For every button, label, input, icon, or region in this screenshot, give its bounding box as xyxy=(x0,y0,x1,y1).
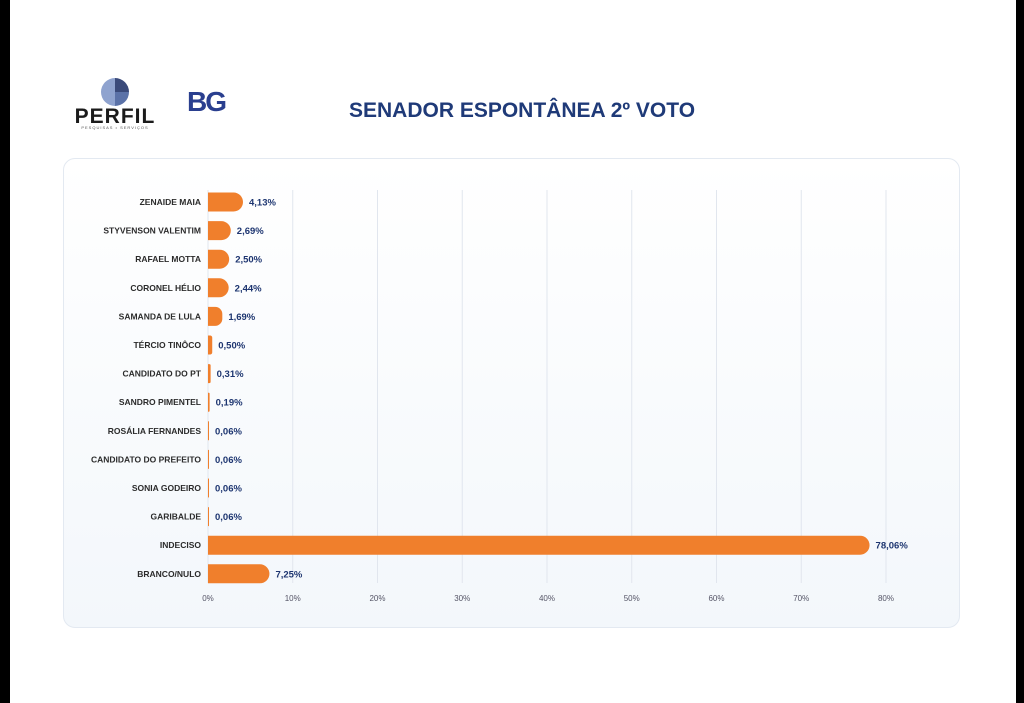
category-label: BRANCO/NULO xyxy=(137,569,201,579)
value-label: 0,31% xyxy=(217,369,244,380)
category-label: CANDIDATO DO PT xyxy=(122,369,201,379)
category-label: ZENAIDE MAIA xyxy=(140,197,201,207)
x-tick-label: 50% xyxy=(624,594,640,603)
chart-title: SENADOR ESPONTÂNEA 2º VOTO xyxy=(348,99,696,122)
x-tick-label: 40% xyxy=(539,594,555,603)
value-label: 78,06% xyxy=(876,541,909,552)
bar xyxy=(208,249,230,269)
category-label: INDECISO xyxy=(160,540,201,550)
category-label: SONIA GODEIRO xyxy=(132,483,201,493)
category-label: ROSÁLIA FERNANDES xyxy=(108,426,202,436)
category-label: RAFAEL MOTTA xyxy=(135,254,201,264)
bar xyxy=(208,421,209,441)
perfil-logo-icon xyxy=(101,78,129,106)
category-label: SANDRO PIMENTEL xyxy=(119,397,201,407)
value-label: 0,50% xyxy=(218,341,245,352)
bar xyxy=(208,392,210,412)
x-tick-label: 60% xyxy=(708,594,724,603)
perfil-logo-text: PERFIL xyxy=(74,105,156,128)
value-label: 0,06% xyxy=(215,484,242,495)
bar xyxy=(208,192,244,212)
category-label: GARIBALDE xyxy=(150,512,201,522)
x-tick-label: 30% xyxy=(454,594,470,603)
value-label: 0,19% xyxy=(216,398,243,409)
category-label: STYVENSON VALENTIM xyxy=(103,226,201,236)
perfil-logo: PERFIL PESQUISAS • SERVIÇOS xyxy=(72,76,158,130)
bar xyxy=(208,449,209,469)
bar xyxy=(208,535,870,555)
category-label: SAMANDA DE LULA xyxy=(119,311,201,321)
category-label: CANDIDATO DO PREFEITO xyxy=(91,454,201,464)
bar xyxy=(208,364,211,384)
x-tick-label: 10% xyxy=(285,594,301,603)
value-label: 4,13% xyxy=(249,198,276,209)
value-label: 2,50% xyxy=(235,255,262,266)
value-label: 0,06% xyxy=(215,455,242,466)
category-label: CORONEL HÉLIO xyxy=(130,283,201,293)
value-label: 2,44% xyxy=(235,283,262,294)
value-label: 2,69% xyxy=(237,226,264,237)
bg-logo: BG xyxy=(187,86,227,117)
value-label: 7,25% xyxy=(275,569,302,580)
bar xyxy=(208,335,213,355)
perfil-logo-tagline: PESQUISAS • SERVIÇOS xyxy=(81,125,149,130)
category-label: TÉRCIO TINÔCO xyxy=(133,339,201,350)
bar xyxy=(208,564,270,584)
x-tick-label: 70% xyxy=(793,594,809,603)
bar xyxy=(208,278,229,298)
value-label: 1,69% xyxy=(228,312,255,323)
bar xyxy=(208,221,231,241)
x-tick-label: 80% xyxy=(878,594,894,603)
value-label: 0,06% xyxy=(215,512,242,523)
value-label: 0,06% xyxy=(215,426,242,437)
x-tick-label: 0% xyxy=(202,594,214,603)
x-tick-label: 20% xyxy=(369,594,385,603)
bar xyxy=(208,478,209,498)
bar xyxy=(208,306,223,326)
bar xyxy=(208,507,209,527)
